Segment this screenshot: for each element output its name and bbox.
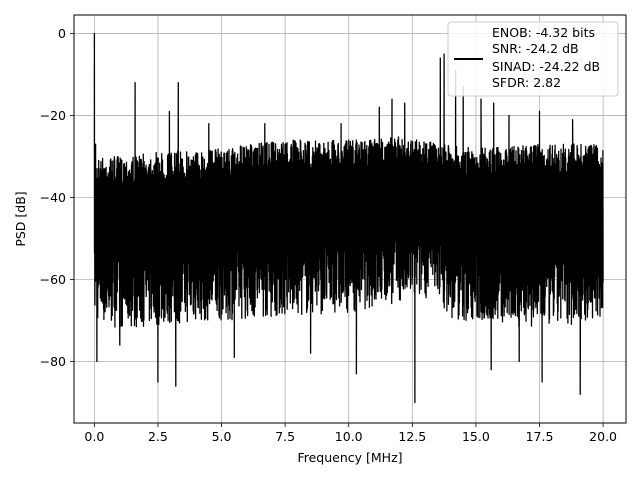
y-axis-title: PSD [dB] <box>13 191 28 246</box>
x-tick-label: 17.5 <box>526 429 554 444</box>
x-axis-ticks: 0.0 2.5 5.0 7.5 10.0 12.5 15.0 17.5 20.0 <box>84 423 617 444</box>
y-tick-label: −80 <box>40 354 66 369</box>
x-tick-label: 2.5 <box>148 429 168 444</box>
plot-frame <box>73 14 627 424</box>
x-tick-label: 12.5 <box>398 429 426 444</box>
legend-entry-enob: ENOB: -4.32 bits <box>492 25 595 40</box>
x-axis-title: Frequency [MHz] <box>297 450 402 465</box>
legend-entry-snr: SNR: -24.2 dB <box>492 41 579 56</box>
x-tick-label: 5.0 <box>212 429 232 444</box>
psd-line <box>93 32 604 404</box>
legend-box <box>447 21 619 97</box>
x-tick-label: 10.0 <box>335 429 363 444</box>
x-tick-label: 7.5 <box>275 429 295 444</box>
x-tick-label: 20.0 <box>589 429 617 444</box>
legend-entry-sinad: SINAD: -24.22 dB <box>492 59 600 74</box>
y-tick-label: −60 <box>40 272 66 287</box>
legend-entry-sfdr: SFDR: 2.82 <box>492 75 561 90</box>
y-axis-ticks: 0 −20 −40 −60 −80 <box>40 26 74 369</box>
y-tick-label: −40 <box>40 190 66 205</box>
x-tick-label: 0.0 <box>84 429 104 444</box>
y-tick-label: 0 <box>58 26 66 41</box>
y-tick-label: −20 <box>40 108 66 123</box>
x-tick-label: 15.0 <box>462 429 490 444</box>
psd-series <box>93 32 604 404</box>
legend: ENOB: -4.32 bits SNR: -24.2 dB SINAD: -2… <box>447 21 619 97</box>
